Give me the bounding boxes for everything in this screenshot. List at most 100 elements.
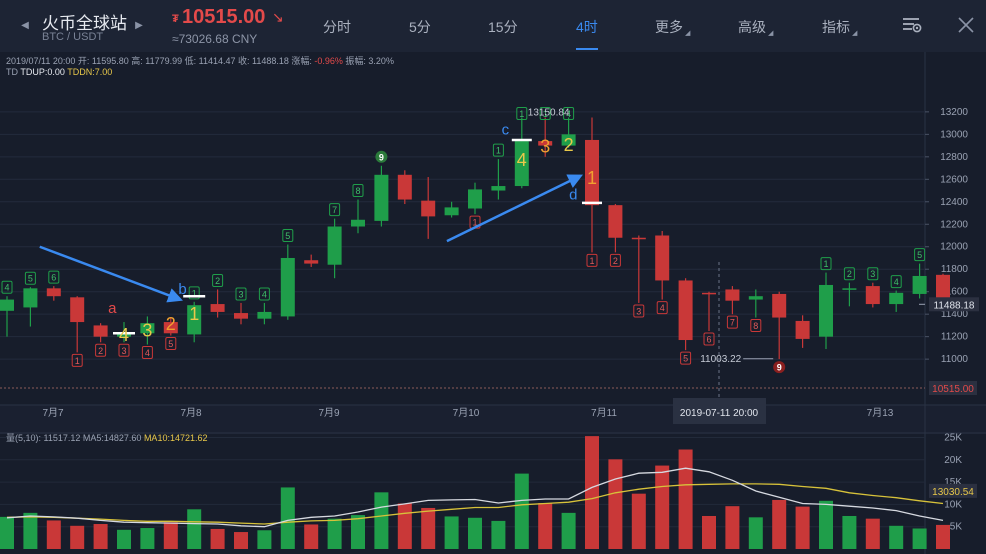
price-tick-label: 13200 [940,107,968,118]
td-count-marker [235,287,247,301]
tab-advanced[interactable]: 高级 ◢ [738,17,773,37]
td-count-marker [165,337,177,351]
candle-body [655,235,670,281]
candle-body [280,257,295,317]
td-count-label: 4 [660,303,665,313]
chevron-right-icon[interactable]: ▶ [135,20,143,31]
crosshair-time-label: 2019-07-11 20:00 [680,408,759,419]
candle-body [163,322,178,334]
kline-chart[interactable]: 11000 11200 11400 11600 11800 12000 12200 12400… [0,52,986,554]
candle-body [772,293,787,318]
candle-body [702,292,716,295]
volume-bar [725,506,740,549]
price-tick-label: 12600 [940,174,968,185]
td-count-label: 3 [238,289,243,299]
td-up-value: TDUP:0.00 [20,67,65,77]
candle [304,254,319,267]
tab-label: 指标 [822,19,850,35]
current-price-label: 11488.18 [934,300,975,311]
candle-body [46,288,61,297]
td-count-marker [656,301,668,315]
td-count-marker [188,286,200,300]
chart-annotation: 3 [540,136,550,156]
tab-4hour[interactable]: 4时 [576,17,598,37]
volume-bar [140,528,155,549]
volume-bar [514,473,529,549]
td-count-marker [1,280,13,294]
td-count-marker [24,271,36,285]
time-tick-label: 7月13 [867,407,894,419]
td-count-label: 4 [262,289,267,299]
time-axis-band [0,405,986,434]
candle-body [421,200,436,217]
candle [257,302,272,325]
volume-bar [210,528,225,549]
tab-indicators[interactable]: 指标 ◢ [822,17,857,37]
candle-body [187,305,202,335]
td-count-label: 4 [4,283,9,293]
candle [819,272,833,350]
time-tick-label: 7月7 [42,407,64,419]
td-count-label: 3 [636,306,641,316]
volume-bar [163,522,178,549]
candle-body [608,205,623,238]
chart-background [0,52,986,554]
volume-bar [327,518,342,549]
tab-5min[interactable]: 5分 [409,17,431,37]
tab-more[interactable]: 更多 ◢ [655,17,690,37]
td-count-label: 5 [28,274,33,284]
tab-label: 分时 [323,19,351,35]
candle [772,291,787,360]
candle-body [561,134,576,146]
candle [514,117,529,189]
candle-body [936,274,950,305]
td-count-label: 1 [589,256,594,266]
candle-body [889,292,904,305]
time-tick-label: 7月10 [453,407,480,419]
candle [327,218,342,279]
td-count-marker [633,304,645,318]
candle [608,204,623,253]
tab-label: 高级 [738,19,766,35]
td-count-label: 1 [823,259,828,269]
volume-bar [538,503,553,549]
candle-body [585,139,599,206]
td-count-label: 4 [145,348,150,358]
close-icon[interactable] [957,16,975,34]
candle [468,182,482,215]
td-count-label: 9 [379,152,384,162]
td-count-marker [282,228,294,242]
tab-timeline[interactable]: 分时 [323,17,351,37]
candle [374,165,389,227]
chevron-left-icon[interactable]: ◀ [21,20,29,31]
td-count-marker [703,332,715,346]
candle [0,296,14,337]
volume-ma5: MA5:14827.60 [82,433,144,443]
volume-bar [444,516,459,549]
price-tick-label: 12800 [940,152,968,163]
td-count-label: 8 [753,321,758,331]
td-count-marker [563,106,575,120]
volume-ma10-line [6,483,944,525]
volume-bar [93,524,108,549]
volume-bar [608,459,623,549]
candle-body [912,275,927,294]
price-currency-symbol: ₮ [172,13,179,25]
candle [351,199,365,234]
price-tick-label: 12000 [940,242,968,253]
volume-bar [234,532,248,549]
chart-annotation: 1 [189,304,199,324]
trend-arrow [446,174,583,243]
volume-bar [865,518,880,549]
trading-pair: BTC / USDT [42,31,104,43]
tab-15min[interactable]: 15分 [488,17,518,37]
td-count-marker [843,267,855,281]
volume-value-label: 13030.54 [932,487,974,498]
candle-body [468,189,482,209]
high-price-label: 13150.84 [528,107,570,118]
candle-body [327,226,342,265]
price-tick-label: 13000 [940,129,968,140]
td-count-marker [258,287,270,301]
td-count-marker [71,353,83,367]
chart-settings-icon[interactable] [902,16,922,34]
